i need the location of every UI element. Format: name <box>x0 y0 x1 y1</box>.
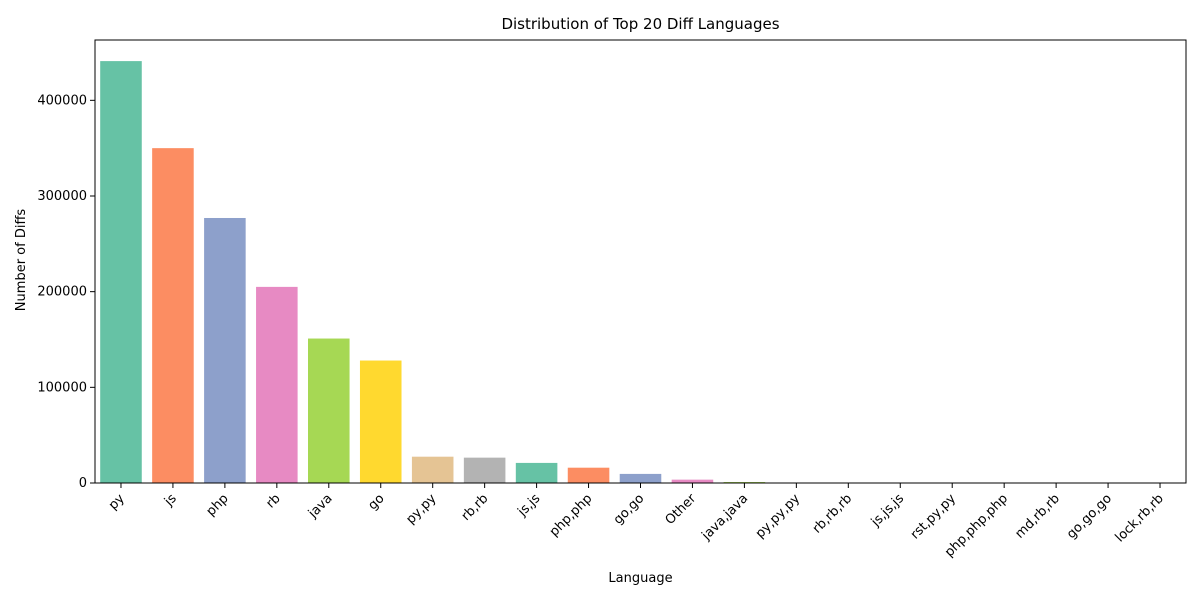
bar-go <box>360 361 402 483</box>
x-tick-label: py,py <box>403 491 439 527</box>
bar-go-go <box>620 474 662 483</box>
x-tick-label: lock,rb,rb <box>1113 491 1167 545</box>
x-tick-label: Other <box>663 491 700 528</box>
plot-area <box>95 40 1186 483</box>
x-tick-label: rst,py,py <box>908 491 959 542</box>
bar-rb <box>256 287 298 483</box>
bar-js <box>152 148 194 483</box>
bar-py <box>100 61 142 483</box>
chart-title: Distribution of Top 20 Diff Languages <box>501 15 779 33</box>
bar-js-js <box>516 463 558 483</box>
bar-rb-rb <box>464 458 506 483</box>
x-tick-label: js,js <box>515 491 544 520</box>
x-tick-label: js,js,js <box>868 491 907 530</box>
bar-php-php <box>568 468 610 483</box>
x-tick-label: go,go <box>611 491 647 527</box>
y-axis-label: Number of Diffs <box>14 209 29 312</box>
x-tick-label: php <box>204 491 232 519</box>
y-tick-label: 300000 <box>37 189 87 204</box>
y-tick-label: 200000 <box>37 285 87 300</box>
y-tick-label: 0 <box>79 476 87 491</box>
x-tick-label: go,go,go <box>1064 491 1115 542</box>
bar-py-py <box>412 457 454 483</box>
x-tick-label: md,rb,rb <box>1012 491 1062 541</box>
x-tick-label: rb <box>263 491 283 511</box>
x-tick-label: java,java <box>698 491 751 544</box>
y-tick-label: 100000 <box>37 380 87 395</box>
x-tick-label: py,py,py <box>753 491 803 541</box>
x-tick-label: go <box>365 491 387 513</box>
x-tick-label: rb,rb <box>459 491 492 524</box>
y-axis: 0 100000 200000 300000 400000 <box>37 93 95 491</box>
x-axis-label: Language <box>608 571 672 586</box>
bar-php <box>204 218 246 483</box>
x-tick-label: py <box>106 491 128 513</box>
x-tick-label: php,php <box>547 491 596 540</box>
x-tick-label: js <box>161 491 180 510</box>
x-tick-label: rb,rb,rb <box>810 491 855 536</box>
y-tick-label: 400000 <box>37 93 87 108</box>
x-tick-label: java <box>305 491 336 522</box>
bar-java <box>308 339 350 483</box>
bar-other <box>672 480 714 483</box>
